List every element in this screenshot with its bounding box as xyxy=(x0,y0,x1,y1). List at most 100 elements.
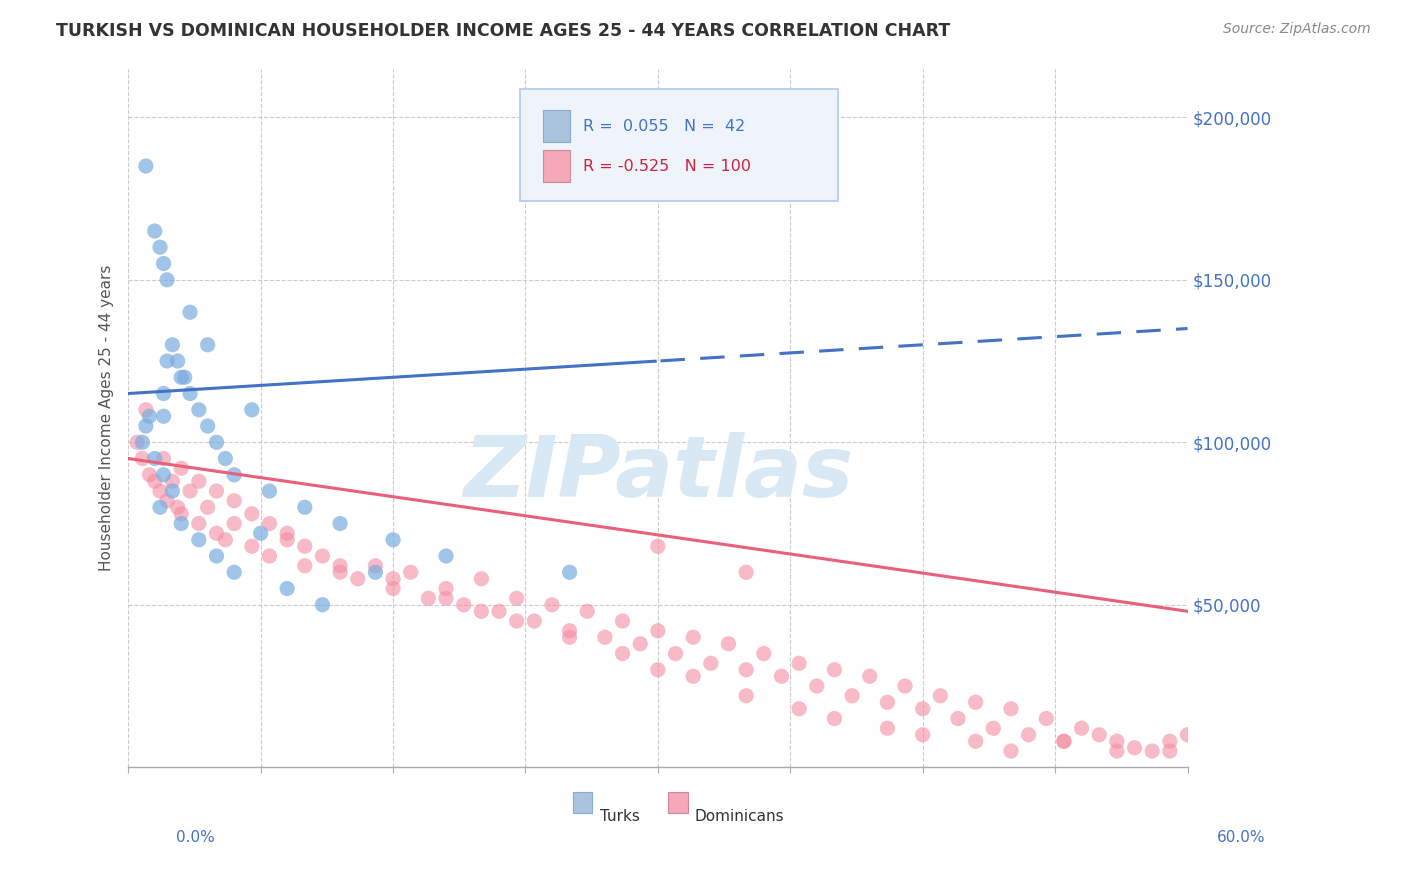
Y-axis label: Householder Income Ages 25 - 44 years: Householder Income Ages 25 - 44 years xyxy=(100,265,114,571)
Point xyxy=(187,475,209,489)
Point xyxy=(276,526,298,541)
Point xyxy=(876,721,898,735)
Point xyxy=(156,354,179,368)
Point xyxy=(162,483,184,498)
Point xyxy=(187,533,209,547)
Point xyxy=(1159,734,1181,748)
Point xyxy=(152,467,174,482)
Point xyxy=(434,591,457,606)
Point xyxy=(143,451,166,466)
Point xyxy=(647,663,669,677)
Point xyxy=(612,614,634,628)
Point xyxy=(787,702,810,716)
Text: TURKISH VS DOMINICAN HOUSEHOLDER INCOME AGES 25 - 44 YEARS CORRELATION CHART: TURKISH VS DOMINICAN HOUSEHOLDER INCOME … xyxy=(56,22,950,40)
Point xyxy=(735,663,758,677)
Point xyxy=(205,549,228,563)
Point xyxy=(170,507,193,521)
Point xyxy=(143,224,166,238)
Text: 60.0%: 60.0% xyxy=(1218,830,1265,845)
Point xyxy=(197,500,219,515)
Point xyxy=(135,402,157,417)
Point xyxy=(752,647,775,661)
Point xyxy=(197,419,219,434)
Point xyxy=(240,402,263,417)
Point xyxy=(240,539,263,553)
Point xyxy=(965,734,987,748)
Point xyxy=(823,712,845,726)
Point xyxy=(965,695,987,709)
Point xyxy=(558,566,581,580)
Point xyxy=(382,572,405,586)
Point xyxy=(612,647,634,661)
Point xyxy=(682,630,704,644)
Bar xyxy=(574,792,592,813)
Point xyxy=(682,669,704,683)
Point xyxy=(187,402,209,417)
Point xyxy=(276,582,298,596)
Point xyxy=(152,386,174,401)
Point xyxy=(628,637,651,651)
Point xyxy=(259,549,281,563)
Point xyxy=(1053,734,1076,748)
Point xyxy=(179,483,201,498)
Point xyxy=(946,712,969,726)
Point xyxy=(149,483,172,498)
Point xyxy=(911,702,934,716)
Point xyxy=(505,591,527,606)
Point xyxy=(152,409,174,424)
Point xyxy=(399,566,422,580)
Text: Source: ZipAtlas.com: Source: ZipAtlas.com xyxy=(1223,22,1371,37)
Point xyxy=(156,493,179,508)
Point xyxy=(1159,744,1181,758)
Point xyxy=(364,566,387,580)
Point xyxy=(911,728,934,742)
Point xyxy=(276,533,298,547)
FancyBboxPatch shape xyxy=(520,89,838,202)
Point xyxy=(558,630,581,644)
Text: R =  0.055   N =  42: R = 0.055 N = 42 xyxy=(582,119,745,134)
Point xyxy=(593,630,616,644)
Point xyxy=(205,435,228,450)
Point xyxy=(205,483,228,498)
Point xyxy=(735,566,758,580)
Point xyxy=(1018,728,1040,742)
Point xyxy=(1140,744,1163,758)
Point xyxy=(138,467,160,482)
Text: ZIPatlas: ZIPatlas xyxy=(463,433,853,516)
Point xyxy=(981,721,1004,735)
Point xyxy=(224,516,246,531)
Point xyxy=(770,669,793,683)
Point xyxy=(135,419,157,434)
Point xyxy=(505,614,527,628)
Point xyxy=(240,507,263,521)
Text: Turks: Turks xyxy=(599,809,640,824)
Point xyxy=(131,451,153,466)
Point xyxy=(364,558,387,573)
Point xyxy=(149,500,172,515)
Point xyxy=(173,370,195,384)
Point xyxy=(143,475,166,489)
Point xyxy=(224,493,246,508)
Point xyxy=(170,516,193,531)
Point xyxy=(294,539,316,553)
Point xyxy=(929,689,952,703)
Point xyxy=(187,516,209,531)
Point xyxy=(434,549,457,563)
Text: 0.0%: 0.0% xyxy=(176,830,215,845)
Point xyxy=(523,614,546,628)
Point xyxy=(329,558,352,573)
Point xyxy=(294,558,316,573)
Point xyxy=(806,679,828,693)
Point xyxy=(382,582,405,596)
Point xyxy=(1105,734,1128,748)
Point xyxy=(197,338,219,352)
Point xyxy=(166,354,188,368)
Point xyxy=(152,451,174,466)
Point xyxy=(294,500,316,515)
Point xyxy=(488,604,510,618)
Point xyxy=(214,533,236,547)
Point xyxy=(162,475,184,489)
Point xyxy=(138,409,160,424)
Point xyxy=(135,159,157,173)
Point xyxy=(311,549,333,563)
